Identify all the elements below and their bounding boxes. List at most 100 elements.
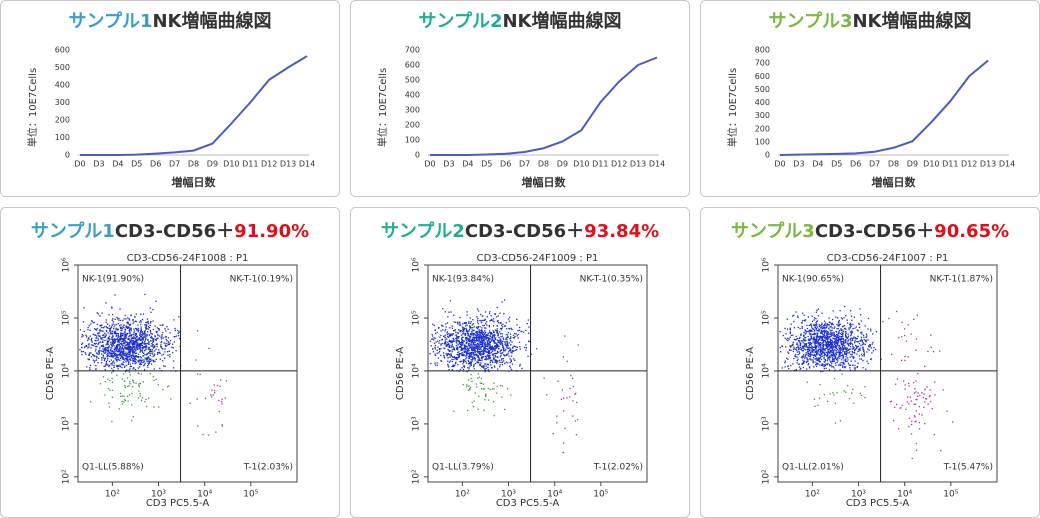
event-dot bbox=[447, 365, 449, 367]
event-dot bbox=[124, 399, 126, 401]
line-series bbox=[430, 56, 658, 156]
event-dot bbox=[136, 345, 139, 347]
event-dot bbox=[799, 344, 801, 347]
event-dot bbox=[464, 334, 467, 337]
event-dot bbox=[123, 338, 125, 340]
event-dot bbox=[121, 340, 123, 343]
event-dot bbox=[161, 354, 163, 356]
event-dot bbox=[139, 363, 141, 365]
event-dot bbox=[116, 350, 118, 352]
event-dot bbox=[837, 338, 840, 340]
event-dot bbox=[444, 347, 446, 350]
event-dot bbox=[844, 339, 847, 341]
event-dot bbox=[97, 343, 99, 345]
event-dot bbox=[903, 380, 905, 382]
event-dot bbox=[144, 330, 146, 332]
event-dot bbox=[813, 357, 815, 359]
event-dot bbox=[829, 322, 832, 324]
y-tick-label: 400 bbox=[755, 98, 770, 107]
event-dot bbox=[827, 358, 829, 360]
event-dot bbox=[116, 337, 119, 339]
event-dot bbox=[930, 346, 932, 348]
event-dot bbox=[788, 338, 790, 340]
event-dot bbox=[834, 337, 836, 340]
event-dot bbox=[89, 367, 91, 369]
event-dot bbox=[508, 347, 510, 349]
dot-layer bbox=[79, 293, 227, 436]
event-dot bbox=[452, 356, 454, 358]
event-dot bbox=[132, 342, 135, 344]
x-tick-label: D10 bbox=[223, 160, 239, 169]
event-dot bbox=[453, 358, 455, 361]
event-dot bbox=[895, 310, 898, 313]
event-dot bbox=[121, 378, 124, 380]
event-dot bbox=[140, 363, 142, 366]
event-dot bbox=[491, 340, 493, 342]
event-dot bbox=[112, 356, 114, 358]
event-dot bbox=[815, 340, 817, 343]
event-dot bbox=[127, 338, 129, 340]
event-dot bbox=[136, 343, 138, 345]
event-dot bbox=[455, 340, 457, 342]
event-dot bbox=[123, 333, 125, 335]
event-dot bbox=[167, 328, 169, 330]
event-dot bbox=[779, 331, 781, 333]
event-dot bbox=[846, 337, 848, 339]
event-dot bbox=[133, 357, 135, 360]
event-dot bbox=[480, 377, 483, 380]
event-dot bbox=[921, 414, 923, 416]
event-dot bbox=[119, 359, 121, 361]
event-dot bbox=[132, 333, 134, 336]
event-dot bbox=[461, 353, 463, 355]
event-dot bbox=[838, 345, 840, 347]
event-dot bbox=[855, 344, 857, 347]
event-dot bbox=[813, 398, 816, 400]
x-tick-label: 10² bbox=[805, 490, 820, 500]
event-dot bbox=[469, 333, 472, 335]
event-dot bbox=[111, 338, 113, 340]
event-dot bbox=[140, 343, 142, 345]
event-dot bbox=[121, 344, 123, 346]
event-dot bbox=[481, 336, 483, 338]
event-dot bbox=[844, 352, 846, 354]
event-dot bbox=[438, 350, 441, 352]
event-dot bbox=[146, 352, 148, 355]
event-dot bbox=[810, 338, 812, 340]
event-dot bbox=[809, 367, 811, 369]
quadrant-label: NK-T-1(0.35%) bbox=[580, 275, 643, 285]
event-dot bbox=[485, 334, 487, 336]
event-dot bbox=[113, 345, 115, 347]
event-dot bbox=[810, 330, 812, 332]
event-dot bbox=[849, 327, 851, 329]
event-dot bbox=[861, 331, 863, 333]
title-part: サンプル3 bbox=[769, 10, 853, 32]
event-dot bbox=[197, 425, 199, 427]
event-dot bbox=[161, 334, 163, 336]
event-dot bbox=[467, 359, 469, 362]
event-dot bbox=[836, 328, 838, 330]
event-dot bbox=[146, 343, 149, 345]
event-dot bbox=[125, 341, 127, 343]
event-dot bbox=[831, 334, 834, 336]
event-dot bbox=[834, 357, 837, 359]
event-dot bbox=[107, 378, 109, 380]
event-dot bbox=[111, 362, 113, 364]
event-dot bbox=[111, 381, 114, 384]
event-dot bbox=[199, 373, 201, 375]
event-dot bbox=[484, 351, 486, 353]
event-dot bbox=[822, 327, 824, 329]
event-dot bbox=[807, 347, 809, 349]
event-dot bbox=[806, 358, 808, 360]
event-dot bbox=[839, 349, 841, 351]
event-dot bbox=[93, 334, 96, 336]
event-dot bbox=[467, 367, 469, 369]
event-dot bbox=[821, 338, 823, 340]
event-dot bbox=[495, 330, 497, 332]
event-dot bbox=[519, 363, 521, 366]
event-dot bbox=[813, 339, 815, 341]
event-dot bbox=[493, 356, 495, 358]
event-dot bbox=[855, 345, 857, 347]
event-dot bbox=[152, 328, 155, 331]
event-dot bbox=[449, 300, 452, 302]
event-dot bbox=[842, 325, 844, 328]
